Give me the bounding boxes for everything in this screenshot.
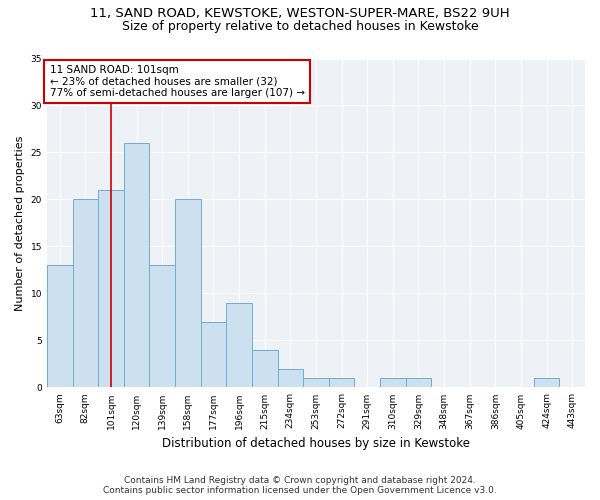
Bar — [252, 350, 278, 388]
Y-axis label: Number of detached properties: Number of detached properties — [15, 136, 25, 310]
X-axis label: Distribution of detached houses by size in Kewstoke: Distribution of detached houses by size … — [162, 437, 470, 450]
Bar — [278, 368, 303, 388]
Bar — [380, 378, 406, 388]
Bar — [149, 266, 175, 388]
Bar — [98, 190, 124, 388]
Bar — [200, 322, 226, 388]
Bar — [406, 378, 431, 388]
Text: 11 SAND ROAD: 101sqm
← 23% of detached houses are smaller (32)
77% of semi-detac: 11 SAND ROAD: 101sqm ← 23% of detached h… — [50, 65, 305, 98]
Bar — [124, 143, 149, 388]
Text: 11, SAND ROAD, KEWSTOKE, WESTON-SUPER-MARE, BS22 9UH: 11, SAND ROAD, KEWSTOKE, WESTON-SUPER-MA… — [90, 8, 510, 20]
Bar — [175, 200, 200, 388]
Bar — [303, 378, 329, 388]
Text: Size of property relative to detached houses in Kewstoke: Size of property relative to detached ho… — [122, 20, 478, 33]
Bar — [534, 378, 559, 388]
Bar — [226, 303, 252, 388]
Bar — [329, 378, 355, 388]
Bar — [73, 200, 98, 388]
Bar — [47, 266, 73, 388]
Text: Contains HM Land Registry data © Crown copyright and database right 2024.
Contai: Contains HM Land Registry data © Crown c… — [103, 476, 497, 495]
